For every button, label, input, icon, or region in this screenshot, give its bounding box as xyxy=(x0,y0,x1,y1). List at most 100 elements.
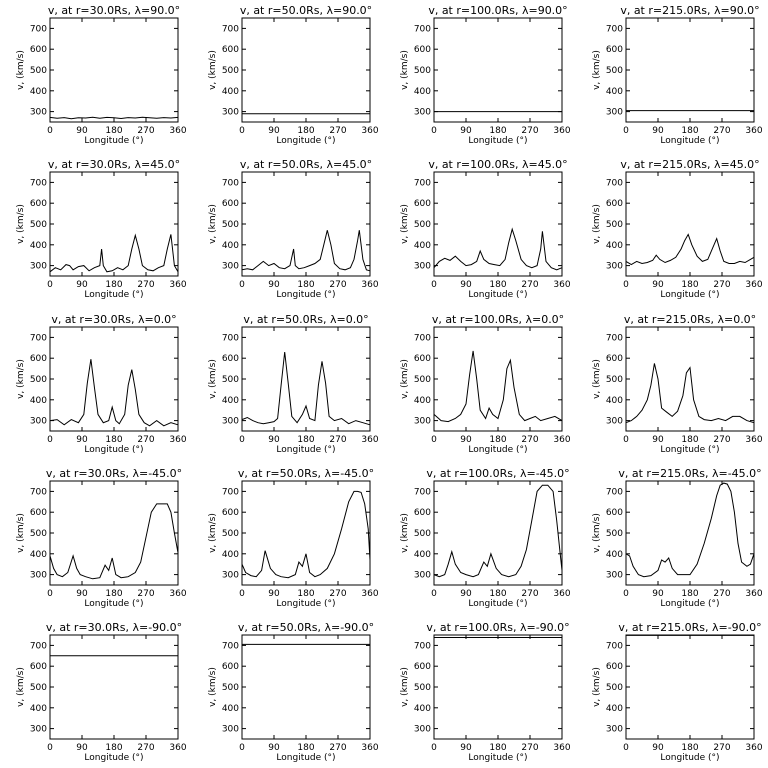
plot-frame xyxy=(241,634,371,740)
series-line xyxy=(49,503,179,580)
y-tick-label: 700 xyxy=(30,641,47,651)
x-axis-label: Longitude (°) xyxy=(468,290,527,300)
y-tick-label: 300 xyxy=(606,417,623,427)
x-tick-label: 270 xyxy=(329,589,346,599)
x-tick-label: 270 xyxy=(137,280,154,290)
x-axis-label: Longitude (°) xyxy=(84,753,143,763)
x-axis-label: Longitude (°) xyxy=(84,136,143,146)
y-tick-label: 500 xyxy=(606,529,623,539)
x-tick-label: 0 xyxy=(239,589,245,599)
y-tick-label: 700 xyxy=(30,333,47,343)
plot-frame xyxy=(433,634,563,740)
x-tick-label: 180 xyxy=(489,435,506,445)
y-tick-label: 700 xyxy=(30,487,47,497)
y-tick-label: 600 xyxy=(414,354,431,364)
x-axis-label: Longitude (°) xyxy=(276,753,335,763)
y-tick-label: 300 xyxy=(414,417,431,427)
x-tick-label: 360 xyxy=(169,280,186,290)
y-tick-label: 700 xyxy=(606,178,623,188)
plot-frame xyxy=(241,171,371,277)
y-axis-label: v, (km/s) xyxy=(400,667,410,707)
x-tick-label: 360 xyxy=(169,435,186,445)
chart-panel: v, at r=100.0Rs, λ=90.0° 0 90 180 270 360 300 4… xyxy=(400,4,571,146)
y-axis-label: v, (km/s) xyxy=(592,359,602,399)
x-tick-label: 90 xyxy=(460,743,472,753)
x-tick-label: 90 xyxy=(652,743,664,753)
chart-panel: v, at r=50.0Rs, λ=0.0° 0 90 180 270 360 300 400… xyxy=(208,313,379,455)
y-tick-label: 300 xyxy=(606,262,623,272)
y-tick-label: 300 xyxy=(414,262,431,272)
y-tick-label: 600 xyxy=(222,508,239,518)
x-tick-label: 0 xyxy=(239,435,245,445)
y-tick-label: 400 xyxy=(414,550,431,560)
y-tick-label: 500 xyxy=(414,683,431,693)
x-tick-label: 90 xyxy=(76,280,88,290)
x-tick-label: 360 xyxy=(553,435,570,445)
y-tick-label: 500 xyxy=(30,683,47,693)
panel-title: v, at r=30.0Rs, λ=45.0° xyxy=(48,158,180,171)
x-axis-label: Longitude (°) xyxy=(276,445,335,455)
y-tick-label: 700 xyxy=(222,487,239,497)
x-tick-label: 90 xyxy=(268,589,280,599)
chart-panel: v, at r=100.0Rs, λ=45.0° 0 90 180 270 360 300 4… xyxy=(400,158,571,300)
series-line xyxy=(241,490,371,579)
y-tick-label: 500 xyxy=(30,66,47,76)
chart-panel: v, at r=30.0Rs, λ=90.0° 0 90 180 270 360 300 40… xyxy=(16,4,187,146)
series-line xyxy=(625,482,755,578)
panel-title: v, at r=100.0Rs, λ=0.0° xyxy=(432,313,564,326)
x-tick-label: 90 xyxy=(652,126,664,136)
y-tick-label: 500 xyxy=(30,375,47,385)
y-tick-label: 500 xyxy=(606,683,623,693)
y-tick-label: 300 xyxy=(222,108,239,118)
x-tick-label: 180 xyxy=(681,280,698,290)
y-tick-label: 600 xyxy=(414,508,431,518)
panel-title: v, at r=100.0Rs, λ=90.0° xyxy=(428,4,567,17)
y-tick-label: 700 xyxy=(30,178,47,188)
x-axis-label: Longitude (°) xyxy=(276,290,335,300)
x-tick-label: 0 xyxy=(431,743,437,753)
panel-title: v, at r=50.0Rs, λ=-90.0° xyxy=(238,621,374,634)
y-tick-label: 600 xyxy=(606,45,623,55)
y-tick-label: 500 xyxy=(30,220,47,230)
x-tick-label: 180 xyxy=(681,743,698,753)
plot-frame xyxy=(49,171,179,277)
x-tick-label: 360 xyxy=(745,435,762,445)
x-axis-label: Longitude (°) xyxy=(84,445,143,455)
y-tick-label: 600 xyxy=(30,354,47,364)
x-tick-label: 180 xyxy=(105,280,122,290)
y-tick-label: 600 xyxy=(30,508,47,518)
x-tick-label: 90 xyxy=(76,589,88,599)
chart-panel: v, at r=100.0Rs, λ=0.0° 0 90 180 270 360 300 40… xyxy=(400,313,571,455)
series-line xyxy=(433,350,563,423)
x-axis-label: Longitude (°) xyxy=(660,753,719,763)
y-tick-label: 400 xyxy=(222,704,239,714)
y-tick-label: 700 xyxy=(222,178,239,188)
y-tick-label: 500 xyxy=(606,375,623,385)
y-tick-label: 400 xyxy=(606,241,623,251)
y-axis-label: v, (km/s) xyxy=(16,204,26,244)
series-line xyxy=(241,351,371,426)
y-axis-label: v, (km/s) xyxy=(208,50,218,90)
panel-title: v, at r=50.0Rs, λ=0.0° xyxy=(243,313,368,326)
series-line xyxy=(49,233,179,273)
y-axis-label: v, (km/s) xyxy=(208,359,218,399)
y-tick-label: 400 xyxy=(606,704,623,714)
x-tick-label: 270 xyxy=(521,126,538,136)
x-tick-label: 0 xyxy=(431,435,437,445)
y-tick-label: 400 xyxy=(30,241,47,251)
y-tick-label: 500 xyxy=(606,220,623,230)
panel-title: v, at r=30.0Rs, λ=-90.0° xyxy=(46,621,182,634)
y-tick-label: 600 xyxy=(414,199,431,209)
plot-frame xyxy=(433,480,563,586)
x-tick-label: 270 xyxy=(137,435,154,445)
y-tick-label: 400 xyxy=(414,241,431,251)
x-tick-label: 270 xyxy=(521,743,538,753)
chart-panel: v, at r=100.0Rs, λ=-90.0° 0 90 180 270 360 300… xyxy=(400,621,571,763)
y-tick-label: 500 xyxy=(414,375,431,385)
y-tick-label: 400 xyxy=(30,396,47,406)
x-tick-label: 360 xyxy=(745,743,762,753)
y-tick-label: 500 xyxy=(414,66,431,76)
x-tick-label: 270 xyxy=(329,743,346,753)
x-axis-label: Longitude (°) xyxy=(84,290,143,300)
x-tick-label: 0 xyxy=(623,126,629,136)
